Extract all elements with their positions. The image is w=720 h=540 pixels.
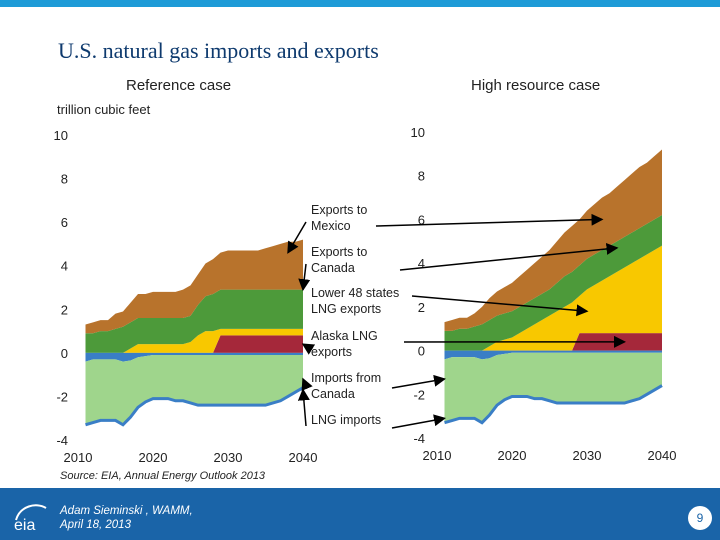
y-tick-label: 8 [61, 172, 68, 187]
x-tick-label: 2020 [139, 450, 168, 465]
x-tick-label: 2030 [573, 448, 602, 463]
area-exports-mexico [85, 239, 303, 334]
x-tick-label: 2010 [423, 448, 452, 463]
annotation-imports-canada: Imports from Canada [311, 371, 381, 401]
y-tick-label: 2 [61, 302, 68, 317]
area-alaska-lng [444, 333, 662, 351]
source-note: Source: EIA, Annual Energy Outlook 2013 [60, 470, 266, 482]
y-tick-label: 4 [61, 259, 68, 274]
y-tick-label: 6 [418, 212, 425, 227]
y-tick-label: 8 [418, 169, 425, 184]
arrow-left-alaska-lng [301, 343, 316, 355]
y-tick-label: 10 [411, 125, 425, 140]
reference-case-title: Reference case [126, 77, 232, 94]
arrow-left-lng-imports [297, 388, 310, 427]
high-resource-case-title: High resource case [471, 77, 601, 94]
top-accent-bar [0, 0, 720, 7]
arrow-left-imports-canada [301, 377, 313, 392]
y-tick-label: -4 [56, 433, 68, 448]
arrow-right-imports-canada [391, 374, 446, 389]
gas-trade-charts: -4 -2 0 2 4 6 8 10 2010 2020 2030 2040 -4 -2 0 2 4 6 8 10 20… [54, 125, 677, 465]
y-tick-label: -2 [56, 389, 68, 404]
area-lower48-lng [444, 245, 662, 351]
area-lower48-lng [85, 328, 303, 353]
line-lng-imports [85, 386, 304, 427]
svg-text:eia: eia [14, 517, 35, 534]
high-resource-case-panel: -4 -2 0 2 4 6 8 10 2010 2020 2030 2040 [411, 125, 677, 463]
y-tick-label: 4 [418, 256, 425, 271]
unit-label: trillion cubic feet [57, 102, 151, 117]
slide-title: U.S. natural gas imports and exports [58, 38, 379, 63]
footer-bar [0, 488, 720, 540]
footer-author: Adam Sieminski , WAMM, April 18, 2013 [60, 504, 193, 532]
x-tick-label: 2040 [648, 448, 677, 463]
x-tick-label: 2010 [64, 450, 93, 465]
annotation-lower48-lng: Lower 48 states LNG exports [311, 286, 399, 316]
arrow-right-exports-canada [399, 242, 619, 271]
y-tick-label: -4 [413, 431, 425, 446]
author-line: Adam Sieminski , WAMM, [60, 505, 193, 517]
x-tick-label: 2030 [214, 450, 243, 465]
area-exports-mexico [444, 149, 662, 331]
y-tick-label: 0 [418, 344, 425, 359]
page-number: 9 [688, 506, 712, 530]
annotation-exports-canada: Exports to Canada [311, 245, 367, 275]
y-tick-label: 10 [54, 128, 68, 143]
y-tick-label: 2 [418, 300, 425, 315]
area-imports-canada [85, 355, 303, 425]
eia-logo-icon: eia [14, 504, 47, 534]
arrow-left-exports-mexico [287, 221, 307, 254]
date-line: April 18, 2013 [60, 519, 131, 531]
y-tick-label: -2 [413, 387, 425, 402]
annotation-exports-mexico: Exports to Mexico [311, 203, 367, 233]
line-lng-imports [444, 384, 663, 425]
y-tick-label: 0 [61, 346, 68, 361]
area-alaska-lng [85, 335, 303, 353]
annotation-lng-imports: LNG imports [311, 413, 381, 427]
arrow-right-exports-mexico [375, 213, 604, 227]
y-tick-label: 6 [61, 215, 68, 230]
x-tick-label: 2020 [498, 448, 527, 463]
annotation-alaska-lng: Alaska LNG exports [311, 329, 378, 359]
arrow-left-exports-canada [298, 263, 311, 292]
x-tick-label: 2040 [289, 450, 318, 465]
arrow-right-lng-imports [391, 414, 446, 429]
area-exports-canada [85, 289, 303, 353]
area-imports-canada [444, 352, 662, 423]
arrow-right-lower48-lng [411, 295, 589, 317]
reference-case-panel: -4 -2 0 2 4 6 8 10 2010 2020 2030 2040 [54, 128, 318, 465]
